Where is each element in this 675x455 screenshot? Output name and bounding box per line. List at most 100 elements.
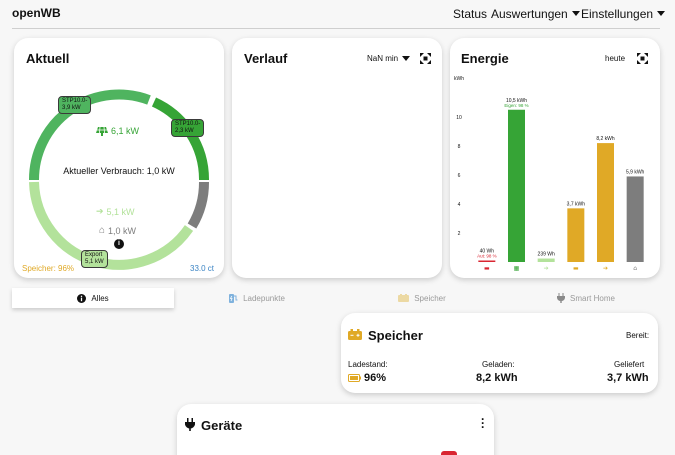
energie-card: Energie heute kWh 2 4 6 8 10 40 Wh Aut: 98 % ▬ 10… <box>450 38 660 278</box>
geladen-value: 8,2 kWh <box>476 372 518 384</box>
caret-down-icon <box>402 56 411 61</box>
speicher-title: Speicher <box>368 328 423 343</box>
aktuell-card: Aktuell STP10.0- 3,9 kW STP10.0- 2,3 kW … <box>14 38 224 278</box>
info-icon[interactable]: i <box>114 239 124 249</box>
bar-sub-label: Aut: 98 % <box>477 254 497 259</box>
pv2-label: STP10.0- 2,3 kW <box>171 119 205 137</box>
verlauf-title: Verlauf <box>244 51 288 66</box>
ring-export-segment <box>29 181 194 270</box>
energy-bar <box>626 176 644 262</box>
energy-bar <box>478 260 496 262</box>
bar-value-label: 3,7 kWh <box>567 201 586 207</box>
battery-icon <box>348 329 362 340</box>
pv1-label: STP10.0- 3,9 kW <box>58 96 92 114</box>
caret-down-icon <box>657 11 666 16</box>
energie-period[interactable]: heute <box>605 54 626 63</box>
speicher-soc: Speicher: 96% <box>22 264 75 273</box>
house-flow-value: 1,0 kW <box>108 225 137 236</box>
bar-value-label: 8,2 kWh <box>596 136 615 142</box>
y-axis-unit: kWh <box>454 76 464 82</box>
bar-value-label: 5,9 kWh <box>626 169 645 175</box>
tab-alles-label: Alles <box>91 293 109 303</box>
export-flow-value: 5,1 kW <box>106 206 135 217</box>
speicher-bereit: Bereit: <box>626 331 650 340</box>
export-label-value: 5,1 kW <box>85 259 104 265</box>
geliefert-label: Geliefert <box>614 360 645 369</box>
category-icon: ➔ <box>603 265 608 272</box>
ladestand-label: Ladestand: <box>348 360 388 369</box>
tab-speicher[interactable]: Speicher <box>341 288 503 308</box>
tab-ladepunkte[interactable]: Ladepunkte <box>176 288 338 308</box>
speicher-card: Speicher Bereit: Ladestand: 96% Geladen:… <box>341 313 658 393</box>
pv-total: 6,1 kW <box>96 126 139 136</box>
strompreis: 33.0 ct <box>190 264 215 273</box>
bar-value-label: 40 Wh <box>480 249 495 255</box>
tab-speicher-label: Speicher <box>414 293 446 303</box>
pv2-label-name: STP10.0- <box>175 121 201 127</box>
ladestand: 96% <box>348 372 386 384</box>
tab-smarthome[interactable]: Smart Home <box>505 288 667 308</box>
pv1-label-name: STP10.0- <box>62 98 88 104</box>
energy-bar <box>597 143 614 262</box>
export-flow: ➔ 5,1 kW <box>96 206 135 217</box>
geraete-title: Geräte <box>201 418 243 433</box>
category-icon: ▦ <box>514 265 520 272</box>
energy-bar <box>567 208 585 262</box>
bar-value-label: 10,5 kWh <box>506 98 527 104</box>
house-flow: ⌂ 1,0 kW <box>99 225 136 236</box>
expand-icon[interactable] <box>420 53 431 64</box>
category-icon: ⌂ <box>633 265 637 272</box>
tab-ladepunkte-label: Ladepunkte <box>243 293 285 303</box>
battery-icon <box>398 294 410 302</box>
pv2-label-value: 2,3 kW <box>175 128 194 134</box>
expand-icon[interactable] <box>637 53 648 64</box>
geraete-card: Geräte · · · <box>177 404 494 455</box>
nav-status[interactable]: Status <box>453 7 488 21</box>
ladestand-value: 96% <box>364 372 387 384</box>
solar-panel-icon <box>96 126 108 136</box>
verlauf-card: Verlauf NaN min <box>232 38 442 278</box>
bar-sub-label: Eigen: 98 % <box>504 103 528 108</box>
category-icon: ▬ <box>573 265 579 272</box>
export-label-name: Export <box>85 252 103 258</box>
y-tick-label: 2 <box>458 231 461 237</box>
nav-auswertungen-label: Auswertungen <box>491 7 568 21</box>
verlauf-range[interactable]: NaN min <box>367 54 411 63</box>
y-tick-label: 8 <box>458 144 461 150</box>
kebab-menu-icon[interactable]: · · · <box>481 412 485 434</box>
house-icon: ⌂ <box>99 225 106 236</box>
geliefert-value: 3,7 kWh <box>607 372 649 384</box>
energy-bar <box>508 109 525 262</box>
ring-house-segment <box>187 181 210 229</box>
grid-export-icon: ➔ <box>96 206 104 216</box>
verlauf-range-value: NaN min <box>367 54 399 63</box>
device-status-indicator <box>441 451 457 455</box>
y-tick-label: 6 <box>458 173 461 179</box>
plug-icon <box>185 418 195 431</box>
bar-value-label: 239 Wh <box>538 252 555 258</box>
export-label: Export 5,1 kW <box>81 250 108 268</box>
energie-title: Energie <box>461 51 509 66</box>
energy-bar <box>537 258 555 262</box>
pv-total-value: 6,1 kW <box>111 126 140 136</box>
nav-divider <box>12 28 660 29</box>
plug-icon <box>557 293 566 303</box>
nav-auswertungen[interactable]: Auswertungen <box>491 7 580 21</box>
info-icon <box>77 293 87 303</box>
charging-station-icon <box>229 294 238 303</box>
tab-smarthome-label: Smart Home <box>570 293 615 303</box>
app-title[interactable]: openWB <box>12 6 61 20</box>
caret-down-icon <box>571 11 580 16</box>
pv1-label-value: 3,9 kW <box>62 105 81 111</box>
tab-alles[interactable]: Alles <box>12 288 174 308</box>
category-icon: ▬ <box>484 265 490 272</box>
navbar: openWB Status Auswertungen Einstellungen <box>0 0 675 30</box>
nav-einstellungen[interactable]: Einstellungen <box>581 7 666 21</box>
geladen-label: Geladen: <box>482 360 515 369</box>
y-tick-label: 10 <box>456 115 462 121</box>
verbrauch-text: Aktueller Verbrauch: 1,0 kW <box>63 166 175 176</box>
y-tick-label: 4 <box>458 202 461 208</box>
category-icon: ➔ <box>544 265 549 272</box>
nav-einstellungen-label: Einstellungen <box>581 7 654 21</box>
